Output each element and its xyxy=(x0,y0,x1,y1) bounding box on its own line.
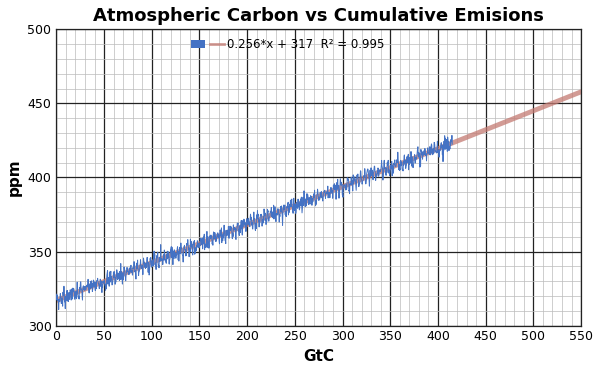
Y-axis label: ppm: ppm xyxy=(7,159,22,196)
X-axis label: GtC: GtC xyxy=(303,349,334,364)
Legend: , 0.256*x + 317  R² = 0.995: , 0.256*x + 317 R² = 0.995 xyxy=(191,38,385,51)
Title: Atmospheric Carbon vs Cumulative Emisions: Atmospheric Carbon vs Cumulative Emision… xyxy=(93,7,544,25)
